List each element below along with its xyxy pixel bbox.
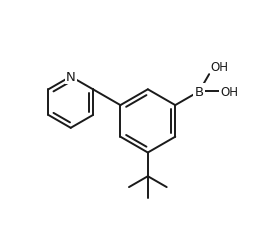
Text: B: B xyxy=(195,85,204,98)
Text: N: N xyxy=(66,71,76,84)
Text: OH: OH xyxy=(220,85,238,98)
Text: OH: OH xyxy=(210,61,228,74)
